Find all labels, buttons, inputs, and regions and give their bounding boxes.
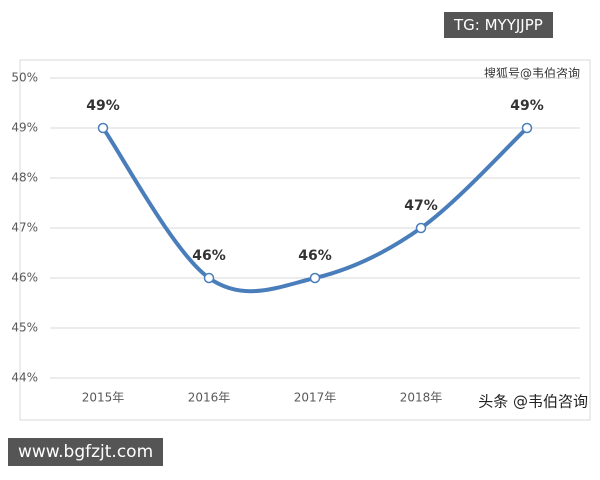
y-tick-label: 49% xyxy=(11,121,38,135)
data-label: 49% xyxy=(510,98,544,114)
data-point xyxy=(415,222,427,234)
watermark-top: TG: MYYJJPP xyxy=(444,12,553,38)
x-tick-label: 2016年 xyxy=(188,391,231,405)
data-label: 47% xyxy=(404,198,438,214)
x-tick-label: 2018年 xyxy=(400,391,443,405)
y-tick-label: 46% xyxy=(11,271,38,285)
watermark-sohu: 搜狐号@韦伯咨询 xyxy=(484,66,580,81)
x-tick-label: 2017年 xyxy=(294,391,337,405)
y-tick-label: 48% xyxy=(11,171,38,185)
watermark-bottom: www.bgfzjt.com xyxy=(8,438,164,466)
x-tick-label: 2015年 xyxy=(82,391,125,405)
data-label: 49% xyxy=(86,98,120,114)
data-point xyxy=(521,122,533,134)
data-point xyxy=(309,272,321,284)
data-point xyxy=(203,272,215,284)
y-tick-label: 50% xyxy=(11,71,38,85)
y-tick-label: 47% xyxy=(11,221,38,235)
data-label: 46% xyxy=(192,248,226,264)
y-tick-label: 45% xyxy=(11,321,38,335)
watermark-toutiao: 头条 @韦伯咨询 xyxy=(478,393,588,411)
data-point xyxy=(97,122,109,134)
y-tick-label: 44% xyxy=(11,371,38,385)
plot-frame xyxy=(19,59,591,421)
data-label: 46% xyxy=(298,248,332,264)
